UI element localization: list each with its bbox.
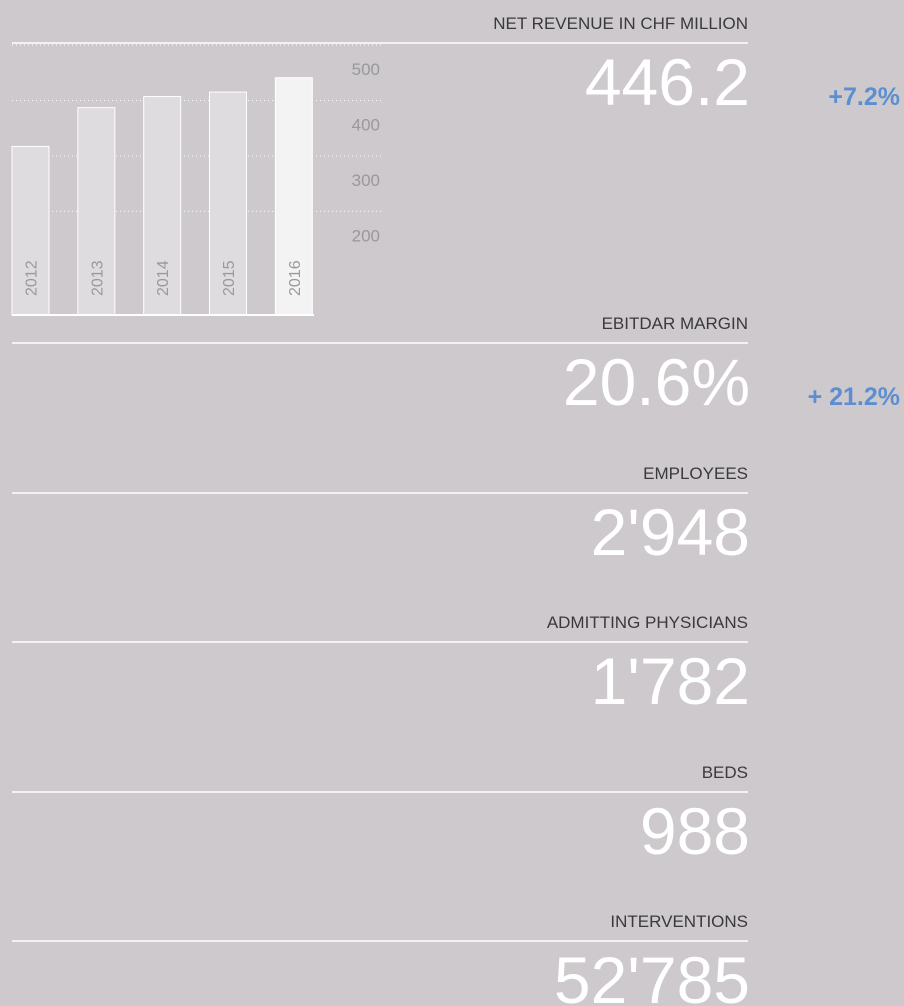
metric-value: 446.2 [585, 45, 750, 119]
y-tick-label: 400 [352, 115, 380, 134]
metric-value: 52'785 [554, 943, 750, 1006]
bar [11, 145, 50, 316]
x-tick-label: 2016 [287, 260, 304, 296]
metric-label: INTERVENTIONS [610, 912, 748, 931]
bar [143, 96, 182, 316]
metric-change: + 21.2% [808, 383, 900, 411]
y-tick-label: 300 [352, 171, 380, 190]
metric-change: +7.2% [828, 83, 900, 111]
bar [209, 91, 248, 316]
metric-value: 988 [640, 794, 750, 868]
x-tick-label: 2013 [89, 260, 106, 296]
metric-value: 1'782 [591, 644, 750, 718]
y-tick-label: 500 [352, 60, 380, 79]
y-tick-label: 200 [352, 226, 380, 245]
bar [274, 77, 313, 316]
x-tick-label: 2014 [155, 260, 172, 296]
metric-value: 2'948 [591, 495, 750, 569]
metric-value: 20.6% [563, 345, 750, 419]
x-tick-label: 2015 [221, 260, 238, 296]
metric-label: ADMITTING PHYSICIANS [547, 613, 748, 632]
metric-label: BEDS [702, 763, 748, 782]
metric-label: EMPLOYEES [643, 464, 748, 483]
metric-label: NET REVENUE IN CHF MILLION [493, 14, 748, 33]
metric-label: EBITDAR MARGIN [602, 314, 748, 333]
x-tick-label: 2012 [24, 260, 41, 296]
